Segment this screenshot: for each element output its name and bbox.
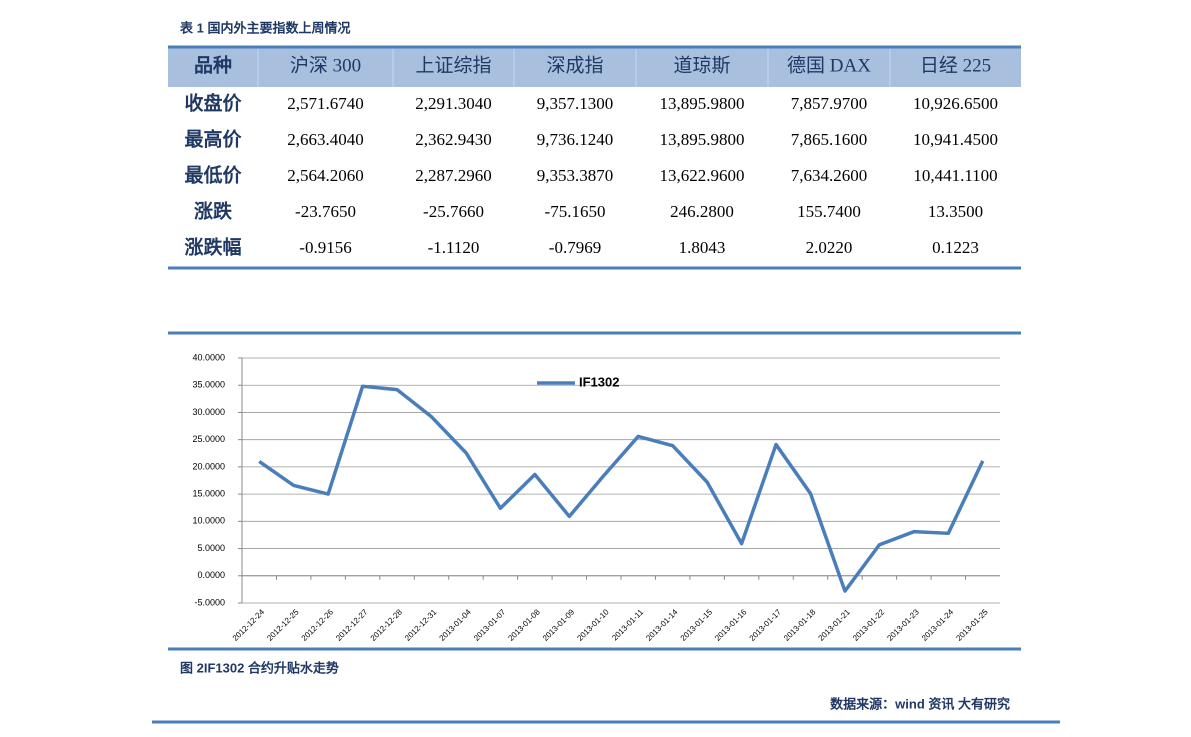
y-tick-label: 10.0000 [192,516,225,526]
x-tick-label: 2013-01-22 [851,607,887,643]
table-cell: 7,857.9700 [791,94,868,113]
figure-caption: 图 2IF1302 合约升贴水走势 [180,660,339,675]
table-cell: 9,736.1240 [537,130,614,149]
header-cell: 品种 [194,54,232,76]
x-tick-label: 2012-12-25 [265,607,301,643]
y-tick-label: 35.0000 [192,380,225,390]
y-tick-label: 15.0000 [192,488,225,498]
y-tick-label: 30.0000 [192,407,225,417]
x-tick-label: 2013-01-24 [920,607,956,643]
legend-label: IF1302 [579,374,619,389]
table-cell: 2.0220 [806,238,853,257]
x-tick-label: 2013-01-25 [954,607,990,643]
table-cell: 10,926.6500 [913,94,998,113]
table-cell: 9,353.3870 [537,166,614,185]
x-tick-label: 2013-01-14 [644,607,680,643]
header-cell: 上证综指 [415,54,491,76]
header-cell: 深成指 [546,54,603,76]
row-label: 涨跌幅 [184,235,241,258]
table-cell: -75.1650 [545,202,606,221]
row-label: 最低价 [184,163,242,186]
y-tick-label: 40.0000 [192,352,225,362]
table-cell: 13,895.9800 [660,94,745,113]
table-cell: 13,622.9600 [660,166,745,185]
table-cell: -25.7660 [423,202,484,221]
x-tick-label: 2013-01-09 [541,607,577,643]
table-cell: -0.9156 [299,238,351,257]
x-tick-label: 2012-12-27 [334,607,370,643]
header-cell: 道琼斯 [673,54,730,76]
y-tick-label: 25.0000 [192,434,225,444]
table-cell: 0.1223 [932,238,979,257]
x-tick-label: 2013-01-07 [472,607,508,643]
table-cell: 2,571.6740 [287,94,364,113]
table-cell: -23.7650 [295,202,356,221]
x-tick-label: 2013-01-08 [506,607,542,643]
x-tick-label: 2013-01-21 [817,607,853,643]
table-cell: 7,865.1600 [791,130,868,149]
x-tick-label: 2013-01-10 [575,607,611,643]
data-line [258,384,985,593]
x-tick-label: 2012-12-28 [369,607,405,643]
y-tick-label: 5.0000 [197,543,225,553]
table-cell: 2,564.2060 [287,166,364,185]
table-cell: 155.7400 [797,202,861,221]
table-cell: 13,895.9800 [660,130,745,149]
x-tick-label: 2012-12-31 [403,607,439,643]
table-cell: 2,287.2960 [415,166,492,185]
header-cell: 日经 225 [920,54,991,76]
table-cell: 246.2800 [670,202,734,221]
table-cell: 1.8043 [679,238,726,257]
header-cell: 德国 DAX [787,54,871,76]
x-tick-label: 2012-12-26 [300,607,336,643]
x-tick-label: 2012-12-24 [231,607,267,643]
x-tick-label: 2013-01-17 [748,607,784,643]
table-cell: 9,357.1300 [537,94,614,113]
x-tick-label: 2013-01-15 [679,607,715,643]
table-cell: -1.1120 [428,238,480,257]
table-cell: 10,441.1100 [913,166,997,185]
table-cell: 10,941.4500 [913,130,998,149]
x-tick-label: 2013-01-11 [610,607,645,642]
table-cell: 2,291.3040 [415,94,492,113]
x-tick-label: 2013-01-23 [885,607,921,643]
y-tick-label: -5.0000 [194,597,225,607]
table-cell: 7,634.2600 [791,166,868,185]
x-tick-label: 2013-01-16 [713,607,749,643]
table-caption: 表 1 国内外主要指数上周情况 [179,20,350,35]
row-label: 最高价 [184,127,242,150]
row-label: 涨跌 [194,199,233,222]
table-cell: 2,663.4040 [287,130,364,149]
table-header-bg [168,47,1021,87]
header-cell: 沪深 300 [290,54,361,76]
table-cell: 2,362.9430 [415,130,492,149]
row-label: 收盘价 [184,91,242,114]
table-cell: 13.3500 [928,202,983,221]
x-tick-label: 2013-01-18 [782,607,818,643]
source-note: 数据来源：wind 资讯 大有研究 [830,696,1010,711]
table-cell: -0.7969 [549,238,601,257]
x-tick-label: 2013-01-04 [438,607,474,643]
y-tick-label: 20.0000 [192,461,225,471]
y-tick-label: 0.0000 [197,570,225,580]
